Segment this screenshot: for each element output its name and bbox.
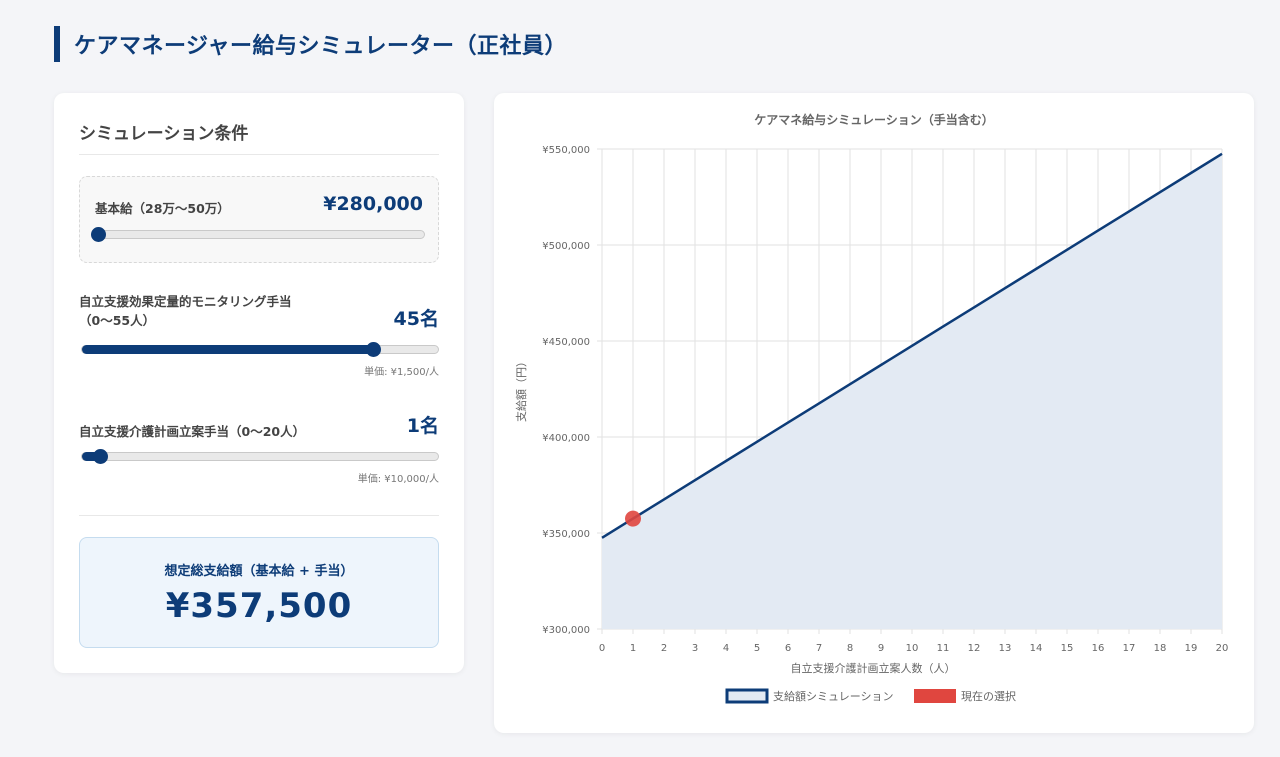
legend-swatch-series: [725, 688, 769, 704]
panel-title: シミュレーション条件: [79, 124, 249, 144]
x-axis: 0 1 2 3 4 5 6 7 8 9 10 11 12 13 14 15 16 17 18 19 20: [599, 643, 1229, 654]
series-area: [602, 153, 1222, 630]
x-tick-label: 15: [1061, 643, 1074, 654]
total-box: 想定総支給額（基本給 + 手当） ¥357,500: [79, 537, 439, 648]
x-tick-label: 19: [1185, 643, 1198, 654]
x-tick-label: 14: [1030, 643, 1043, 654]
x-tick-label: 9: [878, 643, 884, 654]
base-salary-label: 基本給（28万〜50万）: [95, 201, 230, 216]
chart-plot: [601, 152, 1223, 630]
y-axis-label: 支給額（円）: [514, 356, 528, 422]
y-tick-label: ¥500,000: [542, 241, 590, 252]
plan-slider-thumb[interactable]: [92, 449, 108, 464]
monitoring-slider-thumb[interactable]: [366, 342, 382, 357]
conditions-panel: シミュレーション条件 基本給（28万〜50万） ¥280,000 自立支援効果定…: [54, 93, 464, 673]
x-tick-label: 10: [906, 643, 919, 654]
x-tick-label: 4: [723, 643, 729, 654]
y-tick-label: ¥450,000: [542, 337, 590, 348]
x-tick-label: 11: [937, 643, 950, 654]
x-tick-label: 7: [816, 643, 822, 654]
salary-chart: ケアマネ給与シミュレーション（手当含む） ¥300,000 ¥350,000 ¥40…: [514, 112, 1229, 704]
plan-label: 自立支援介護計画立案手当（0〜20人）: [79, 424, 306, 439]
x-tick-label: 8: [847, 643, 853, 654]
base-salary-slider-thumb[interactable]: [91, 227, 106, 242]
series-line: [601, 152, 1223, 539]
monitoring-slider-fill: [82, 345, 374, 354]
plan-slider-fill: [82, 452, 100, 461]
plan-slider[interactable]: [81, 449, 439, 464]
x-tick-label: 1: [630, 643, 636, 654]
base-salary-value: ¥280,000: [323, 193, 423, 215]
plan-value: 1名: [406, 415, 439, 437]
x-tick-label: 12: [968, 643, 981, 654]
y-tick-label: ¥400,000: [542, 433, 590, 444]
page-header: ケアマネージャー給与シミュレーター（正社員）: [54, 26, 567, 62]
base-salary-slider[interactable]: [91, 227, 425, 242]
page-title: ケアマネージャー給与シミュレーター（正社員）: [74, 34, 568, 59]
chart-title: ケアマネ給与シミュレーション（手当含む）: [754, 112, 994, 127]
current-selection-point: [625, 510, 641, 527]
x-tick-label: 17: [1123, 643, 1136, 654]
x-tick-label: 5: [754, 643, 760, 654]
monitoring-label-line1: 自立支援効果定量的モニタリング手当: [79, 294, 292, 309]
x-tick-label: 16: [1092, 643, 1105, 654]
x-axis-label: 自立支援介護計画立案人数（人）: [791, 661, 956, 675]
monitoring-value: 45名: [393, 308, 439, 330]
monitoring-unit-note: 単価: ¥1,500/人: [364, 367, 439, 378]
base-salary-box: 基本給（28万〜50万） ¥280,000: [79, 176, 439, 263]
monitoring-slider[interactable]: [81, 342, 439, 357]
monitoring-label-line2: （0〜55人）: [79, 313, 156, 328]
total-divider: [79, 515, 439, 516]
legend-label-current: 現在の選択: [961, 689, 1016, 703]
y-tick-label: ¥300,000: [542, 625, 590, 636]
total-label: 想定総支給額（基本給 + 手当）: [164, 564, 354, 579]
x-tick-label: 6: [785, 643, 791, 654]
monitoring-label: 自立支援効果定量的モニタリング手当 （0〜55人）: [79, 292, 359, 330]
x-tick-label: 3: [692, 643, 698, 654]
chart-legend[interactable]: 支給額シミュレーション 現在の選択: [725, 688, 1016, 704]
legend-label-series: 支給額シミュレーション: [773, 689, 894, 703]
x-tick-label: 2: [661, 643, 667, 654]
y-axis: ¥300,000 ¥350,000 ¥400,000 ¥450,000 ¥500,000…: [542, 145, 590, 636]
legend-swatch-current: [914, 689, 956, 703]
chart-card: ケアマネ給与シミュレーション（手当含む） ¥300,000 ¥350,000 ¥40…: [494, 93, 1254, 733]
y-tick-label: ¥350,000: [542, 529, 590, 540]
x-tick-label: 18: [1154, 643, 1167, 654]
x-tick-label: 0: [599, 643, 605, 654]
plan-unit-note: 単価: ¥10,000/人: [357, 474, 439, 485]
y-tick-label: ¥550,000: [542, 145, 590, 156]
header-accent-bar: [54, 26, 60, 62]
panel-divider: [79, 154, 439, 155]
x-tick-label: 13: [999, 643, 1012, 654]
x-tick-label: 20: [1216, 643, 1229, 654]
total-value: ¥357,500: [165, 586, 353, 626]
